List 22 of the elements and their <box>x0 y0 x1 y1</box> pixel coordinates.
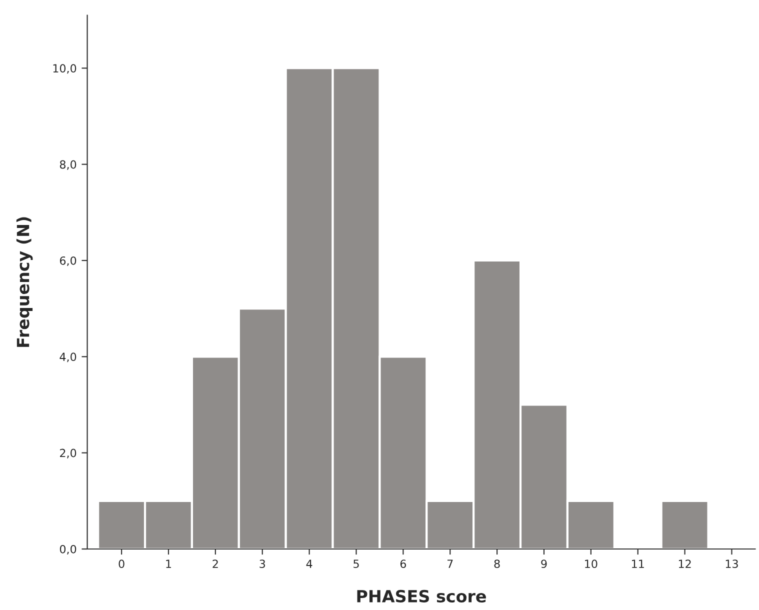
x-tick-label: 10 <box>585 560 598 568</box>
y-tick-label: 2,0 <box>60 448 76 458</box>
x-axis-title: PHASES score <box>357 590 486 603</box>
x-tick-label: 1 <box>166 560 171 568</box>
x-tick-label: 13 <box>726 560 738 568</box>
x-tick-label: 8 <box>494 560 500 568</box>
x-tick-label: 6 <box>400 560 406 568</box>
x-tick-label: 4 <box>306 560 312 568</box>
x-tick-label: 9 <box>541 560 547 568</box>
y-tick-label: 0,0 <box>60 544 76 555</box>
y-tick-label: 10,0 <box>53 64 76 74</box>
y-axis-title: Frequency (N) <box>16 217 33 347</box>
x-tick-label: 7 <box>447 560 453 568</box>
x-tick-label: 2 <box>212 560 218 568</box>
y-tick-label: 6,0 <box>60 256 76 266</box>
x-tick-label: 0 <box>118 560 124 568</box>
x-tick-label: 11 <box>632 560 644 568</box>
x-tick-label: 12 <box>678 560 691 568</box>
x-tick-label: 3 <box>260 560 266 568</box>
x-tick-label: 5 <box>354 560 359 568</box>
y-tick-label: 8,0 <box>60 160 76 170</box>
y-tick-label: 4,0 <box>60 352 76 362</box>
